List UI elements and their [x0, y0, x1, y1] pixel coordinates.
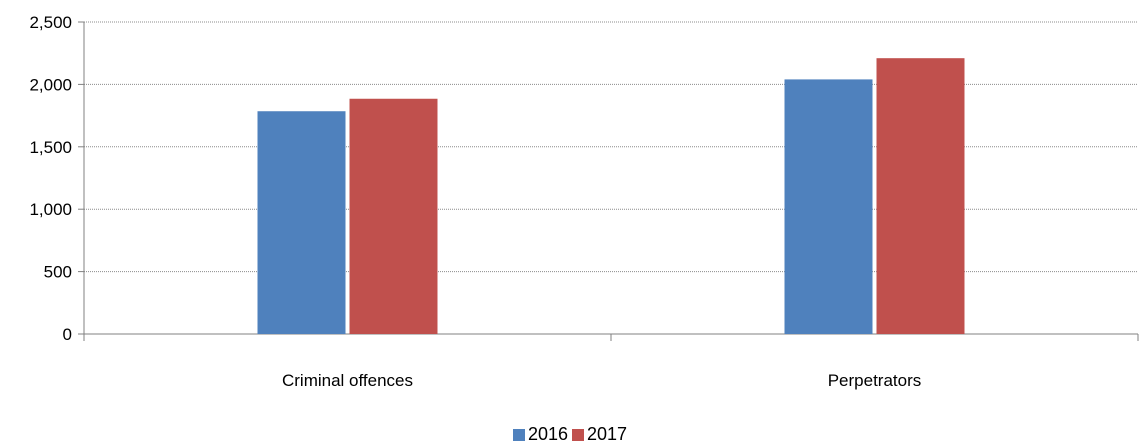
y-tick-label: 2,500	[29, 13, 72, 32]
x-category-label: Perpetrators	[828, 371, 922, 390]
legend-item-2017: 2017	[572, 424, 627, 445]
y-tick-label: 1,500	[29, 138, 72, 157]
y-tick-label: 0	[63, 325, 72, 344]
bar-2017-perpetrators	[876, 58, 965, 334]
y-tick-label: 500	[44, 263, 72, 282]
legend: 2016 2017	[0, 424, 1140, 445]
bar-2016-criminal-offences	[257, 111, 346, 335]
y-tick-label: 1,000	[29, 200, 72, 219]
legend-label-2017: 2017	[587, 424, 628, 444]
bar-2017-criminal-offences	[349, 98, 438, 334]
x-category-label: Criminal offences	[282, 371, 413, 390]
legend-swatch-2017	[572, 428, 584, 441]
y-tick-label: 2,000	[29, 75, 72, 94]
bar-2016-perpetrators	[784, 79, 873, 335]
bar-chart: 0 500 1,000 1,500 2,000 2,500 Criminal offence…	[29, 13, 1139, 390]
legend-item-2016: 2016	[512, 424, 568, 445]
legend-swatch-2016	[512, 428, 525, 441]
legend-label-2016: 2016	[527, 424, 568, 444]
